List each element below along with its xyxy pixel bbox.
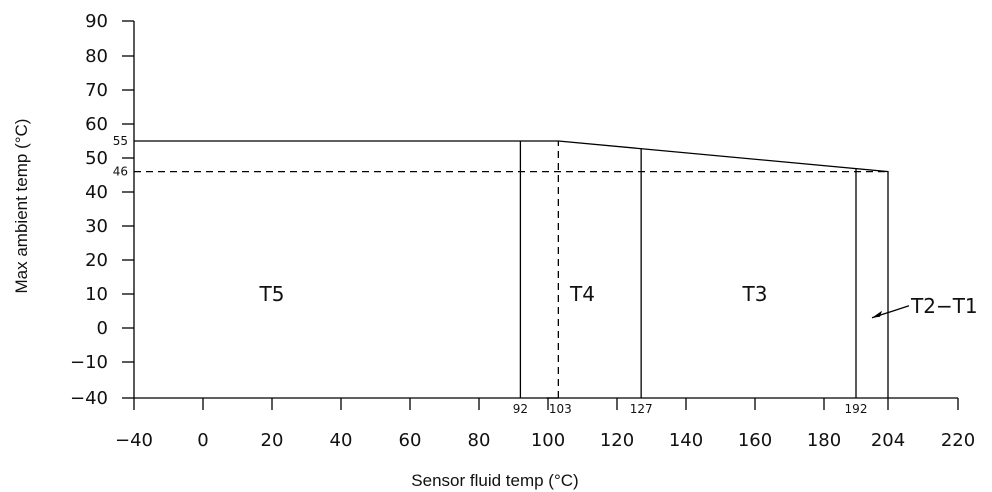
y-tick-label: 70 [85,80,108,101]
reference-value-label: 46 [113,165,128,179]
boundary-lines [134,141,888,398]
reference-lines [134,141,888,398]
divider-label: 127 [630,402,653,416]
y-tick-label: 30 [85,216,108,237]
reference-value-label: 103 [549,402,572,416]
y-tick-label: 40 [85,182,108,203]
x-axis-title: Sensor fluid temp (°C) [411,471,578,490]
x-tick-label: 120 [600,430,634,451]
x-tick-label: 100 [531,430,565,451]
x-tick-label: 180 [807,430,841,451]
x-tick-label: 80 [468,430,491,451]
x-tick-label: 140 [669,430,703,451]
max-ambient-boundary [134,141,888,398]
annotation-label: T2−T1 [910,294,978,318]
x-tick-label: 220 [941,430,975,451]
y-tick-label: 90 [85,11,108,32]
y-tick-label: −10 [70,352,108,373]
x-tick-label: 60 [399,430,422,451]
y-tick-label: 60 [85,114,108,135]
temperature-class-label: T3 [742,282,768,306]
x-tick-label: 20 [261,430,284,451]
labels: −40 0 20 40 60 80 100 120 140 160 180 204 220 −40 −10 0… [70,11,978,451]
y-tick-label: 10 [85,284,108,305]
y-tick-label: 20 [85,250,108,271]
x-tick-label: −40 [115,430,153,451]
x-tick-label: 40 [330,430,353,451]
divider-label: 192 [845,402,868,416]
y-tick-label: 50 [85,148,108,169]
y-tick-label: −40 [70,388,108,409]
y-tick-label: 80 [85,46,108,67]
x-tick-label: 204 [871,430,905,451]
y-axis-title: Max ambient temp (°C) [12,119,31,294]
boundary-value-label: 55 [113,134,128,148]
temperature-class-label: T4 [569,282,595,306]
x-tick-label: 160 [738,430,772,451]
y-tick-label: 0 [97,318,108,339]
x-tick-label: 0 [197,430,208,451]
temperature-class-label: T5 [259,282,285,306]
annotation-arrowhead [872,311,882,318]
axes [122,21,958,410]
divider-label: 92 [513,402,528,416]
